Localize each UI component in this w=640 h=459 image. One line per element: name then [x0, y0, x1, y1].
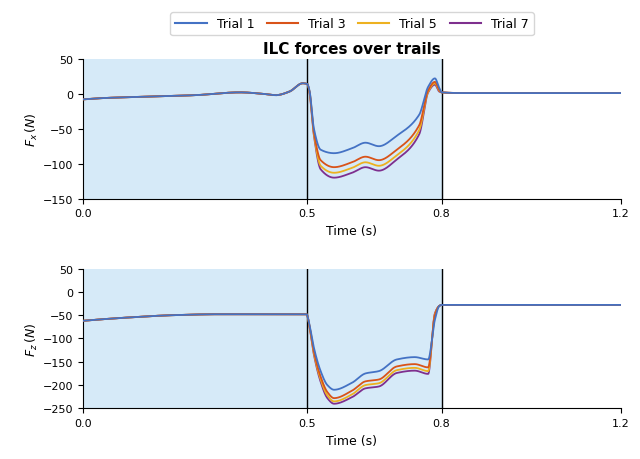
Bar [307, 60, 442, 199]
Bar [83, 60, 307, 199]
Bar [307, 269, 442, 409]
Legend: Trial 1, Trial 3, Trial 5, Trial 7: Trial 1, Trial 3, Trial 5, Trial 7 [170, 13, 534, 36]
X-axis label: Time (s): Time (s) [326, 434, 378, 447]
X-axis label: Time (s): Time (s) [326, 224, 378, 237]
Y-axis label: $F_x\,(N)$: $F_x\,(N)$ [24, 112, 40, 147]
Y-axis label: $F_z\,(N)$: $F_z\,(N)$ [24, 322, 40, 356]
Title: ILC forces over trails: ILC forces over trails [263, 42, 441, 57]
Bar [83, 269, 307, 409]
